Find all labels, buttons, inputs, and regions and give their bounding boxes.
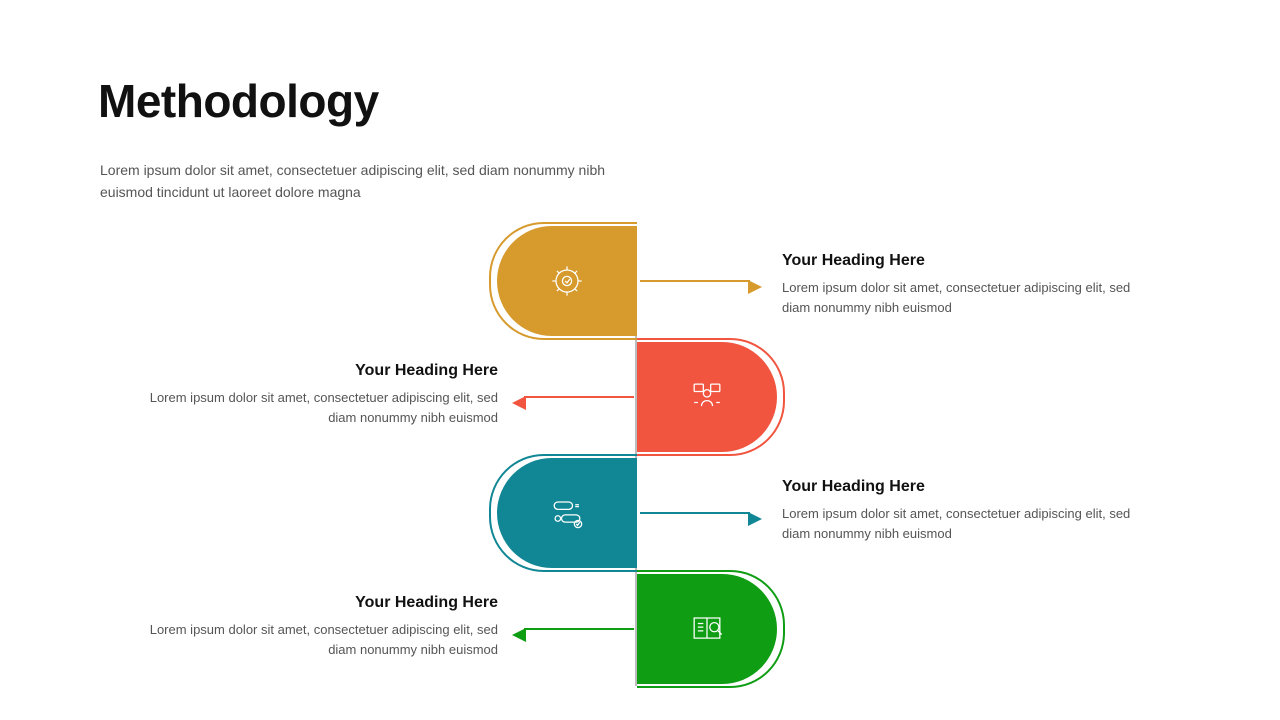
person-training-icon [685, 375, 729, 419]
step-4-arrow [524, 628, 634, 630]
step-3-arrow [640, 512, 750, 514]
step-1-pill [497, 226, 637, 336]
step-1-text: Your Heading Here Lorem ipsum dolor sit … [782, 252, 1132, 317]
arrow-head-icon [748, 280, 762, 294]
step-4-heading: Your Heading Here [148, 594, 498, 612]
arrow-head-icon [512, 628, 526, 642]
step-2-body: Lorem ipsum dolor sit amet, consectetuer… [148, 388, 498, 427]
step-2-text: Your Heading Here Lorem ipsum dolor sit … [148, 362, 498, 427]
gear-bulb-icon [545, 259, 589, 303]
step-4-pill [637, 574, 777, 684]
step-3-body: Lorem ipsum dolor sit amet, consectetuer… [782, 504, 1132, 543]
step-2-arrow [524, 396, 634, 398]
step-1-arrow [640, 280, 750, 282]
step-2-heading: Your Heading Here [148, 362, 498, 380]
step-4-text: Your Heading Here Lorem ipsum dolor sit … [148, 594, 498, 659]
step-3-pill [497, 458, 637, 568]
step-1-heading: Your Heading Here [782, 252, 1132, 270]
step-3-text: Your Heading Here Lorem ipsum dolor sit … [782, 478, 1132, 543]
book-search-icon [685, 607, 729, 651]
arrow-head-icon [748, 512, 762, 526]
step-2-pill [637, 342, 777, 452]
arrow-head-icon [512, 396, 526, 410]
diagram-stage: Your Heading Here Lorem ipsum dolor sit … [0, 0, 1280, 720]
step-4-body: Lorem ipsum dolor sit amet, consectetuer… [148, 620, 498, 659]
process-check-icon [545, 491, 589, 535]
step-1-body: Lorem ipsum dolor sit amet, consectetuer… [782, 278, 1132, 317]
step-3-heading: Your Heading Here [782, 478, 1132, 496]
